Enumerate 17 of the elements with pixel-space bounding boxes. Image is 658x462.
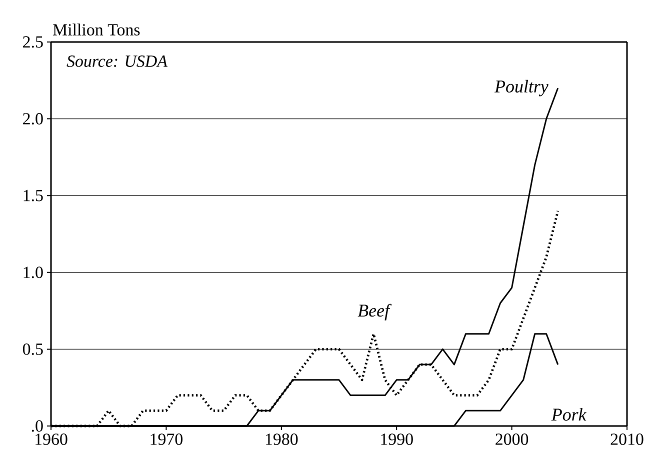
x-tick-label: 1970: [150, 434, 182, 445]
y-tick-label: 1.0: [24, 266, 43, 278]
x-tick-label: 1960: [36, 434, 68, 445]
text: Pork: [551, 408, 587, 421]
y-axis-title: Million Tons: [53, 24, 140, 36]
y-tick-label: .0: [32, 420, 43, 432]
y-tick-label: 2.5: [23, 36, 43, 48]
x-tick-label: 1990: [381, 434, 413, 445]
x-tick-label: 2010: [610, 434, 644, 445]
y-tick-label: 2.0: [23, 113, 43, 125]
annotation: Source: USDA: [66, 56, 168, 67]
series-label: Poultry: [494, 80, 548, 96]
series-label: Beef: [358, 304, 392, 320]
x-tick-label: 2000: [496, 434, 528, 445]
y-tick-label: 0.5: [22, 343, 43, 355]
x-tick-label: 1980: [266, 434, 298, 445]
y-tick-label: 1.5: [24, 190, 43, 202]
